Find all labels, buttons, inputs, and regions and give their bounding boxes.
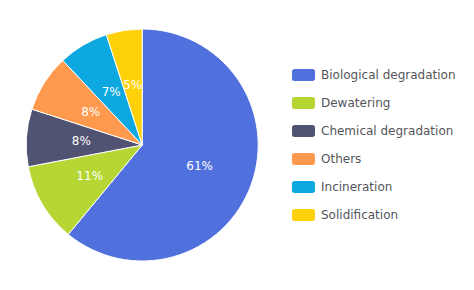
svg-text:Others: Others bbox=[321, 152, 361, 166]
svg-text:Dewatering: Dewatering bbox=[321, 96, 390, 110]
svg-text:8%: 8% bbox=[81, 105, 100, 119]
svg-text:Biological degradation: Biological degradation bbox=[321, 68, 456, 82]
svg-text:11%: 11% bbox=[76, 169, 103, 183]
svg-text:Solidification: Solidification bbox=[321, 208, 398, 222]
svg-text:Chemical degradation: Chemical degradation bbox=[321, 124, 453, 138]
svg-text:5%: 5% bbox=[123, 78, 142, 92]
svg-text:Incineration: Incineration bbox=[321, 180, 392, 194]
svg-text:61%: 61% bbox=[186, 159, 213, 173]
svg-text:8%: 8% bbox=[72, 134, 91, 148]
svg-text:7%: 7% bbox=[102, 85, 121, 99]
